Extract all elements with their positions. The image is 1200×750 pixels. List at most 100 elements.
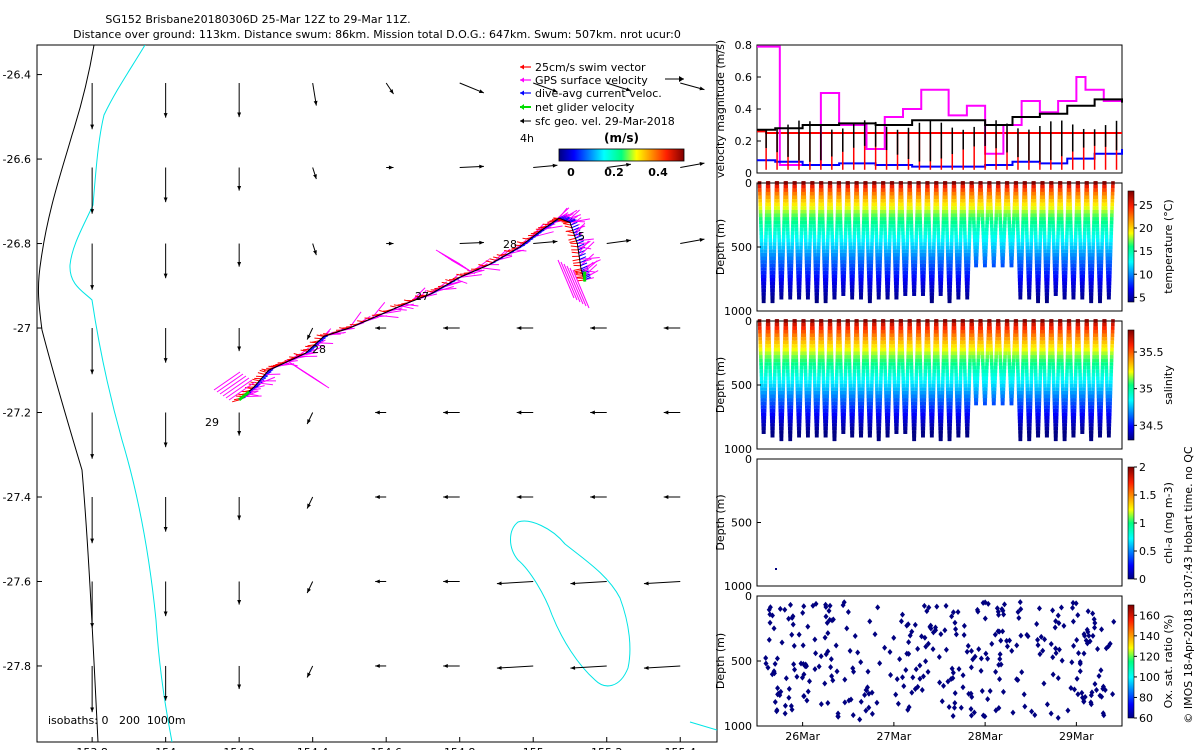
profile-dot — [932, 234, 936, 239]
profile-dot — [924, 209, 928, 214]
profile-dot — [848, 238, 852, 243]
profile-dot — [1054, 277, 1059, 282]
profile-dot — [1011, 227, 1016, 232]
profile-dot — [912, 285, 917, 289]
profile-dot — [901, 242, 906, 246]
profile-dot — [1073, 260, 1077, 264]
surface-geostrophic-vectors — [90, 82, 705, 713]
profile-dot — [1105, 256, 1110, 261]
profile-dot — [896, 256, 900, 261]
profile-dot — [886, 405, 891, 409]
profile-dot — [853, 351, 857, 356]
profile-dot — [1064, 245, 1069, 250]
profile-dot — [948, 270, 953, 275]
profile-dot — [783, 199, 787, 203]
profile-dot — [891, 340, 895, 345]
profile-dot — [791, 209, 796, 214]
profile-dot — [1021, 227, 1025, 232]
profile-dot — [838, 209, 843, 214]
profile-dot — [842, 412, 846, 416]
profile-dot — [962, 347, 966, 352]
profile-dot — [1083, 202, 1088, 207]
profile-dot — [873, 199, 878, 203]
profile-dot — [937, 401, 942, 406]
velocity-arrowhead — [90, 454, 95, 459]
profile-dot — [1067, 181, 1072, 185]
profile-dot — [811, 333, 815, 338]
profile-dot — [910, 242, 914, 246]
profile-dot — [813, 398, 818, 402]
profile-dot — [835, 369, 839, 373]
profile-dot — [866, 398, 871, 402]
velocity-arrowhead — [552, 163, 558, 168]
profile-dot — [1036, 288, 1041, 293]
profile-dot — [856, 231, 861, 235]
profile-dot — [864, 322, 868, 327]
velocity-arrow — [570, 580, 607, 585]
profile-dot — [940, 249, 945, 253]
profile-dot — [897, 217, 902, 221]
profile-dot — [1037, 277, 1041, 282]
profile-dot — [805, 405, 809, 409]
profile-dot — [1042, 231, 1047, 235]
profile-dot — [939, 423, 944, 427]
profile-dot — [957, 277, 961, 282]
profile-dot — [864, 195, 869, 200]
glider-track — [213, 207, 601, 403]
profile-dot — [775, 329, 780, 334]
profile-dot — [976, 365, 980, 370]
profile-dot — [1104, 213, 1108, 218]
profile-dot — [831, 394, 835, 399]
profile-dot — [808, 355, 813, 359]
profile-dot — [980, 355, 985, 359]
profile-dot — [856, 217, 860, 221]
profile-dot — [811, 191, 815, 196]
profile-dot — [826, 355, 831, 359]
profile-dot — [865, 358, 869, 363]
profile-dot — [888, 351, 893, 356]
profile-dot — [994, 224, 998, 228]
profile-dot — [1103, 191, 1107, 196]
profile-dot — [1072, 281, 1076, 286]
profile-dot — [785, 362, 790, 366]
profile-dot — [853, 362, 857, 366]
profile-dot — [915, 220, 919, 225]
profile-dot — [956, 295, 961, 300]
profile-dot — [768, 362, 772, 366]
profile-dot — [926, 329, 930, 334]
profile-dot — [909, 344, 913, 348]
profile-dot — [1072, 277, 1077, 282]
profile-dot — [1074, 217, 1079, 221]
profile-dot — [1016, 231, 1020, 235]
profile-dot — [810, 322, 815, 327]
profile-dot — [1044, 270, 1048, 275]
profile-dot — [908, 340, 913, 345]
profile-dot — [952, 326, 957, 330]
profile-dot — [803, 365, 808, 370]
profile-dot — [1063, 277, 1068, 282]
profile-dot — [1076, 184, 1081, 189]
profile-dot — [1108, 260, 1113, 264]
profile-dot — [1089, 299, 1094, 304]
profile-dot — [959, 227, 963, 232]
profile-dot — [941, 358, 946, 363]
profile-dot — [891, 351, 896, 356]
profile-dot — [790, 369, 795, 373]
profile-dot — [877, 415, 882, 420]
profile-dot — [1096, 256, 1101, 261]
profile-dot — [1094, 184, 1098, 189]
profile-dot — [824, 285, 829, 289]
profile-dot — [818, 199, 823, 203]
profile-dot — [1012, 206, 1017, 210]
profile-dot — [866, 270, 871, 275]
profile-dot — [788, 292, 793, 296]
day-label: 28 — [503, 238, 517, 251]
profile-dot — [893, 267, 898, 271]
swim-vector — [575, 274, 583, 276]
profile-dot — [864, 329, 868, 334]
profile-dot — [768, 231, 772, 235]
profile-dot — [861, 369, 866, 373]
profile-dot — [821, 231, 826, 235]
profile-dot — [842, 408, 847, 413]
profile-dot — [905, 242, 910, 246]
